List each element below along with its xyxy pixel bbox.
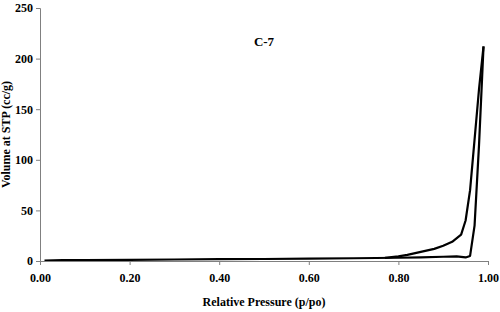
x-tick-label: 0.20 [120, 271, 141, 285]
x-tick-mark [309, 261, 310, 265]
x-tick-label: 1.00 [478, 271, 499, 285]
chart: 0.00 0.20 0.40 0.60 0.80 1.00 0 50 100 150 200 250 C… [0, 0, 500, 312]
y-tick-label: 250 [15, 1, 33, 15]
x-axis: 0.00 0.20 0.40 0.60 0.80 1.00 [30, 261, 499, 285]
y-tick-mark [36, 109, 40, 110]
y-tick-label: 150 [15, 103, 33, 117]
series-line [44, 46, 483, 260]
y-axis-line [36, 9, 41, 262]
y-tick-mark [36, 261, 40, 262]
y-tick-mark [36, 210, 40, 211]
y-tick: 50 [21, 204, 40, 218]
x-tick-label: 0.40 [209, 271, 230, 285]
x-tick: 0.00 [30, 261, 51, 285]
x-axis-line [41, 262, 489, 266]
y-tick-label: 50 [21, 204, 33, 218]
y-tick-label: 200 [15, 52, 33, 66]
y-tick-label: 0 [27, 254, 33, 268]
y-tick-mark [36, 160, 40, 161]
x-tick-label: 0.80 [388, 271, 409, 285]
y-tick-label: 100 [15, 153, 33, 167]
series-group [44, 46, 483, 260]
x-tick-label: 0.60 [299, 271, 320, 285]
x-tick: 0.20 [120, 261, 141, 285]
x-tick-mark [398, 261, 399, 265]
series-line [385, 46, 484, 258]
y-tick: 100 [15, 153, 40, 167]
y-tick: 0 [27, 254, 40, 268]
x-tick: 1.00 [478, 261, 499, 285]
plot-area: 0.00 0.20 0.40 0.60 0.80 1.00 0 50 100 150 200 250 [15, 1, 499, 285]
x-tick-mark [219, 261, 220, 265]
x-tick-mark [488, 261, 489, 265]
y-tick: 150 [15, 103, 40, 117]
x-tick: 0.60 [299, 261, 320, 285]
y-axis-title: Volume at STP (cc/g) [0, 81, 13, 188]
x-tick: 0.80 [388, 261, 409, 285]
y-axis: 0 50 100 150 200 250 [15, 1, 41, 268]
y-tick-mark [36, 59, 40, 60]
x-tick: 0.40 [209, 261, 230, 285]
y-tick: 200 [15, 52, 40, 66]
y-tick: 250 [15, 1, 40, 15]
x-tick-mark [130, 261, 131, 265]
y-tick-mark [36, 8, 40, 9]
x-axis-title: Relative Pressure (p/po) [203, 295, 326, 309]
x-tick-label: 0.00 [30, 271, 51, 285]
chart-title: C-7 [254, 34, 275, 49]
